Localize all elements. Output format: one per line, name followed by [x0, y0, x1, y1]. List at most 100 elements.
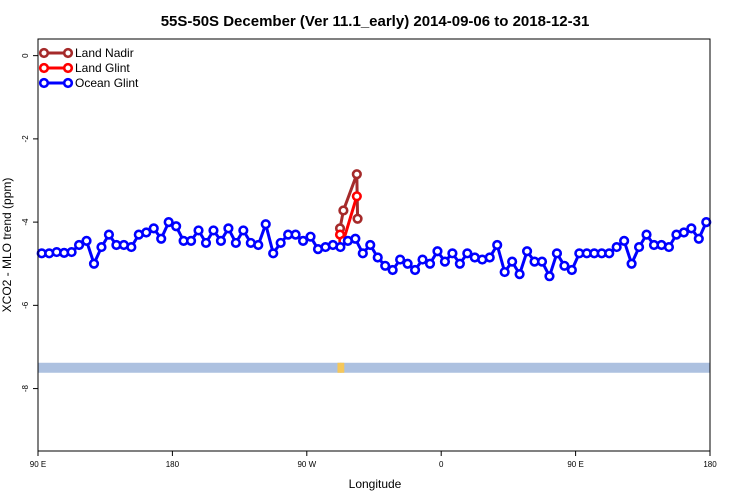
legend-label: Land Nadir: [75, 46, 134, 60]
y-tick-label: 0: [21, 53, 30, 58]
data-point: [357, 248, 368, 259]
coverage-band: [38, 362, 710, 373]
data-point: [701, 217, 712, 228]
data-point: [148, 223, 159, 234]
legend-marker: [62, 77, 74, 89]
data-point: [126, 241, 137, 253]
data-point: [626, 258, 637, 269]
legend-label: Ocean Glint: [75, 76, 139, 90]
data-point: [544, 271, 555, 282]
data-point: [432, 246, 443, 257]
data-point: [208, 225, 219, 236]
data-point: [507, 256, 518, 267]
y-tick-label: -8: [21, 384, 30, 392]
coverage-marker-1: [340, 362, 345, 373]
data-point: [335, 241, 346, 253]
data-point: [551, 248, 563, 259]
series-ocean-glint: [36, 217, 712, 282]
legend-item-ocean-glint: Ocean Glint: [38, 76, 139, 90]
data-point: [633, 241, 645, 253]
chart-title: 55S-50S December (Ver 11.1_early) 2014-0…: [161, 13, 590, 30]
data-point: [200, 237, 212, 249]
data-point: [447, 248, 458, 259]
data-point: [352, 213, 363, 224]
y-axis-label: XCO2 - MLO trend (ppm): [0, 178, 14, 313]
data-point: [171, 221, 182, 232]
legend-item-land-glint: Land Glint: [38, 61, 130, 75]
legend-marker: [38, 77, 50, 89]
plot-area: 90 E 180 90 W 0 90 E 180 0 -2 -4 -6 -8: [21, 38, 717, 469]
x-tick-label: 90 E: [567, 460, 583, 469]
data-point: [141, 227, 152, 238]
legend-marker: [62, 62, 74, 74]
data-point: [88, 258, 100, 269]
legend-item-land-nadir: Land Nadir: [38, 46, 134, 60]
data-point: [193, 225, 204, 236]
data-point: [372, 252, 383, 263]
data-point: [350, 233, 361, 244]
series-land-nadir: [334, 169, 363, 234]
data-point: [290, 229, 301, 240]
x-tick-label: 180: [703, 460, 717, 469]
coverage-marker-0: [337, 362, 342, 373]
y-tick-label: -6: [21, 301, 30, 309]
data-point: [492, 239, 503, 251]
data-point: [305, 231, 316, 242]
x-tick-label: 0: [439, 460, 444, 469]
data-point: [693, 233, 704, 244]
data-point: [275, 237, 286, 249]
data-point: [566, 264, 577, 276]
data-point: [439, 256, 451, 267]
data-point: [462, 248, 473, 259]
legend-marker: [62, 47, 74, 59]
legend-marker: [38, 62, 50, 74]
data-point: [238, 225, 249, 236]
data-point: [424, 258, 436, 269]
data-point: [559, 260, 570, 271]
data-point: [103, 229, 115, 240]
data-point: [417, 254, 428, 265]
data-point: [365, 239, 376, 251]
data-point: [351, 169, 362, 180]
data-point: [409, 264, 421, 276]
data-point: [380, 260, 391, 271]
data-point: [604, 248, 615, 259]
x-tick-label: 90 W: [297, 460, 316, 469]
data-point: [454, 258, 465, 269]
data-point: [81, 235, 92, 246]
x-tick-label: 180: [166, 460, 180, 469]
data-point: [663, 241, 675, 253]
data-point: [536, 256, 548, 267]
data-point: [619, 235, 630, 246]
data-point: [96, 241, 107, 253]
data-point: [351, 191, 362, 202]
data-point: [641, 229, 652, 240]
data-point: [521, 246, 533, 257]
data-point: [338, 205, 349, 216]
data-point: [387, 264, 398, 276]
data-point: [260, 219, 271, 230]
data-point: [268, 248, 279, 259]
data-point: [611, 241, 622, 253]
x-axis-label: Longitude: [349, 477, 402, 491]
data-point: [499, 266, 510, 278]
legend-marker: [38, 47, 50, 59]
data-point: [73, 239, 85, 251]
data-point: [484, 252, 495, 263]
data-point: [253, 239, 264, 251]
data-point: [156, 233, 167, 244]
data-point: [678, 227, 689, 238]
y-tick-label: -2: [21, 135, 30, 143]
data-point: [297, 235, 309, 246]
data-point: [66, 246, 77, 258]
data-point: [215, 235, 227, 246]
data-point: [163, 217, 174, 228]
x-tick-label: 90 E: [30, 460, 46, 469]
data-point: [514, 269, 525, 280]
data-point: [395, 254, 406, 265]
data-point: [230, 237, 241, 249]
plot-frame: [37, 38, 711, 452]
data-point: [686, 223, 697, 234]
